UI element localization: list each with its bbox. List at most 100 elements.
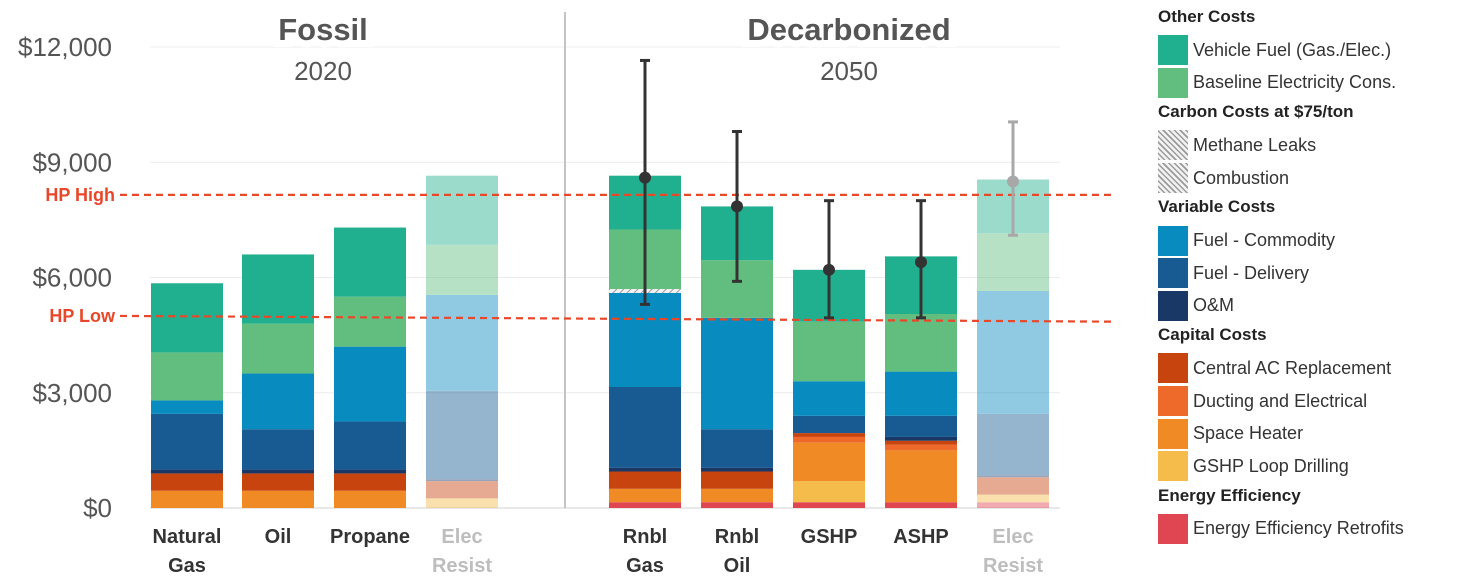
bar-segment	[977, 477, 1049, 495]
bar-segment	[609, 467, 681, 472]
bar-segment	[426, 479, 498, 482]
bar-segment	[334, 346, 406, 422]
bar-segment	[426, 294, 498, 391]
error-bar-center-point	[823, 263, 835, 276]
y-tick-label: $9,000	[32, 147, 112, 177]
x-tick-label: Resist	[983, 555, 1043, 577]
bar-segment	[701, 471, 773, 489]
error-bar-center-point	[639, 171, 651, 184]
panel-subtitle: 2050	[820, 56, 878, 86]
bar-segment	[151, 352, 223, 401]
cost-stacked-bar-chart: HP High HP Low $0 $3,000 $6,000 $9,000 $12,00…	[18, 12, 1116, 577]
legend-label: Central AC Replacement	[1193, 357, 1392, 378]
bar-stack	[334, 227, 406, 508]
bar-segment	[701, 317, 773, 430]
legend-swatch	[1158, 353, 1188, 384]
panel-subtitle: 2020	[294, 56, 352, 86]
legend-label: Vehicle Fuel (Gas./Elec.)	[1193, 39, 1392, 60]
legend-swatch	[1158, 67, 1188, 98]
legend-label: Baseline Electricity Cons.	[1193, 72, 1397, 93]
legend-swatch	[1158, 418, 1188, 449]
bar-segment	[609, 292, 681, 387]
legend-item: Fuel - Delivery	[1158, 257, 1468, 290]
panel-title: Decarbonized	[747, 12, 950, 47]
legend-swatch	[1158, 258, 1188, 289]
y-tick-label: $6,000	[32, 263, 112, 293]
bar-segment	[426, 175, 498, 245]
legend-item: Space Heater	[1158, 417, 1468, 450]
bar-segment	[793, 481, 865, 503]
bar-segment	[151, 469, 223, 474]
legend-item: Fuel - Commodity	[1158, 224, 1468, 257]
bar-segment	[885, 450, 957, 503]
legend-swatch	[1158, 35, 1188, 66]
legend-swatch	[1158, 451, 1188, 482]
x-tick-label: Gas	[168, 555, 206, 577]
bar-segment	[793, 415, 865, 434]
legend-label: Space Heater	[1193, 423, 1304, 444]
y-tick-label: $3,000	[32, 378, 112, 408]
bar-segment	[793, 502, 865, 508]
x-tick-label: GSHP	[801, 526, 858, 548]
y-tick-label: $12,000	[18, 32, 112, 62]
error-bar-center-point	[915, 256, 927, 269]
legend-label: GSHP Loop Drilling	[1193, 455, 1349, 476]
bar-segment	[609, 502, 681, 508]
legend-item: GSHP Loop Drilling	[1158, 450, 1468, 483]
bar-segment	[885, 502, 957, 508]
x-tick-label: Oil	[265, 526, 292, 548]
x-tick-label: Rnbl	[623, 526, 667, 548]
bar-segment	[242, 254, 314, 324]
x-tick-label: Oil	[724, 555, 751, 577]
legend-group-title: Variable Costs	[1158, 197, 1276, 217]
bar-segment	[885, 436, 957, 441]
bar-segment	[151, 473, 223, 491]
x-tick-label: ASHP	[893, 526, 949, 548]
legend-label: Energy Efficiency Retrofits	[1193, 518, 1404, 539]
bar-segment	[426, 244, 498, 295]
bar-segment	[242, 373, 314, 430]
bar-segment	[609, 488, 681, 503]
x-tick-label: Resist	[432, 555, 492, 577]
legend-swatch	[1158, 163, 1188, 194]
bar-segment	[426, 498, 498, 508]
bar-segment	[977, 413, 1049, 476]
legend-swatch	[1158, 386, 1188, 417]
legend-item: O&M	[1158, 290, 1468, 323]
x-tick-label: Propane	[330, 526, 410, 548]
legend-item: Central AC Replacement	[1158, 352, 1468, 385]
legend-item: Methane Leaks	[1158, 129, 1468, 162]
bar-segment	[242, 429, 314, 470]
legend-swatch	[1158, 513, 1188, 544]
legend-label: O&M	[1193, 295, 1235, 316]
x-tick-label: Gas	[626, 555, 664, 577]
error-bar-center-point	[1007, 175, 1019, 188]
bar-segment	[885, 440, 957, 445]
legend-item: Ducting and Electrical	[1158, 385, 1468, 418]
bar-segment	[977, 475, 1049, 478]
bar-segment	[793, 433, 865, 437]
bar-segment	[793, 436, 865, 443]
legend-item: Energy Efficiency Retrofits	[1158, 513, 1468, 546]
panel-title: Fossil	[278, 12, 368, 47]
bar-segment	[151, 490, 223, 508]
reference-line-label: HP Low	[49, 306, 116, 326]
legend-label: Combustion	[1193, 167, 1290, 188]
bar-stack	[242, 254, 314, 508]
bar-segment	[701, 488, 773, 503]
legend-swatch	[1158, 225, 1188, 256]
bar-segment	[334, 421, 406, 470]
x-tick-label: Natural	[153, 526, 222, 548]
bar-segment	[977, 502, 1049, 508]
bar-segment	[334, 469, 406, 474]
bar-segment	[426, 481, 498, 499]
bar-segment	[793, 381, 865, 416]
x-tick-label: Rnbl	[715, 526, 759, 548]
bar-stack	[426, 175, 498, 508]
bar-segment	[977, 290, 1049, 414]
bar-segment	[885, 313, 957, 372]
bar-segment	[609, 471, 681, 489]
bar-segment	[701, 502, 773, 508]
legend-group-title: Capital Costs	[1158, 325, 1267, 345]
legend: Other Costs Vehicle Fuel (Gas./Elec.) Base…	[1158, 4, 1468, 545]
